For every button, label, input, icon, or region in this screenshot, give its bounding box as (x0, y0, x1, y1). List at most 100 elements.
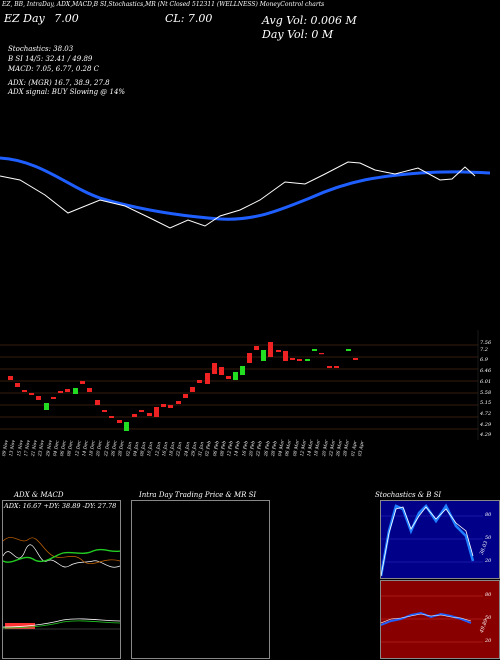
price-tick: 6.46 (480, 368, 492, 374)
moving-average-chart (0, 156, 491, 229)
candle (87, 388, 92, 392)
adx-chart (3, 537, 120, 568)
macd-chart (3, 618, 120, 630)
price-tick: 5.58 (480, 390, 492, 396)
macd-readout: MACD: 7.05, 6.77, 0.28 C (8, 65, 100, 73)
candle (8, 376, 13, 380)
price-tick: 4.29 (480, 422, 492, 428)
candle (268, 342, 273, 357)
candle (233, 372, 238, 380)
candle (161, 404, 166, 407)
candle (219, 367, 224, 375)
bsi-level: 50 (485, 615, 492, 621)
date-tick: 06 Mar (285, 439, 294, 457)
candle (312, 349, 317, 351)
chart-header: EZ, BB, IntraDay, ADX,MACD,B SI,Stochast… (2, 1, 325, 8)
candle (319, 353, 324, 355)
candle (36, 396, 41, 400)
bsi-level: 20 (485, 638, 492, 644)
candle (334, 366, 339, 368)
candle (29, 393, 34, 395)
candle (44, 403, 49, 410)
date-tick: 13 Nov (9, 439, 18, 457)
stochastics-panel: 80 50 20 38.03 (380, 500, 500, 579)
avg-volume: Avg Vol: 0.006 M (262, 14, 357, 27)
price-tick: 7.2 (480, 347, 488, 353)
ema-line (0, 156, 491, 221)
price-axis: 7.56 7.2 6.9 6.46 6.01 5.58 5.15 4.72 4.… (480, 340, 500, 440)
candle (65, 389, 70, 392)
stochastics-readout: Stochastics: 38.03 (8, 45, 74, 53)
stochastics-chart (381, 503, 483, 577)
intraday-title: Intra Day Trading Price & MR SI (139, 491, 257, 499)
candle (73, 388, 78, 394)
date-axis: 09 Nov 13 Nov 15 Nov 17 Nov 21 Nov 23 Nov 29 N… (0, 439, 480, 482)
candlestick-chart (0, 330, 479, 440)
date-tick: 22 Jan (176, 441, 184, 457)
price-tick: 4.72 (480, 411, 492, 417)
candle (139, 410, 144, 412)
candle (15, 383, 20, 387)
adx-signal-readout: ADX signal: BUY Slowing @ 14% (8, 88, 126, 96)
candle (168, 405, 173, 408)
candle (346, 349, 351, 351)
candle (176, 401, 181, 404)
candle (305, 359, 310, 361)
bsi-chart (381, 595, 483, 643)
candle (58, 391, 63, 393)
adx-readout: ADX: (MGR) 16.7, 38.9, 27.8 (8, 79, 110, 87)
ez-day-label: EZ Day (4, 12, 45, 25)
candle (102, 410, 107, 412)
date-tick: 18 Mar (314, 439, 323, 457)
date-tick: 28 Dec (118, 440, 126, 457)
price-line (0, 161, 476, 229)
price-tick: 6.01 (480, 379, 492, 385)
bsi-readout: B SI 14/5: 32.41 / 49.89 (8, 55, 93, 63)
macd-histogram (5, 623, 35, 629)
date-tick: 10 Jan (147, 441, 155, 457)
candle (109, 416, 114, 418)
date-tick: 26 Feb (263, 440, 272, 457)
candle (353, 358, 358, 360)
candle (80, 381, 85, 384)
ez-label: EZ Day 7.00 (4, 12, 79, 25)
bsi-level: 80 (485, 592, 492, 598)
ez-day-value: 7.00 (54, 12, 79, 25)
price-tick: 5.15 (480, 400, 492, 406)
date-tick: 12 Jan (154, 441, 163, 457)
candle (183, 394, 188, 398)
candle (261, 350, 266, 361)
day-volume: Day Vol: 0 M (262, 28, 334, 41)
candle (247, 353, 252, 363)
candle (290, 358, 295, 360)
candle (254, 346, 259, 350)
close-price: CL: 7.00 (165, 12, 213, 25)
adx-values: ADX: 16.67 +DY: 38.89 -DY: 27.78 (4, 502, 117, 510)
date-tick: 23 Nov (38, 439, 47, 457)
date-tick: 24 Jan (183, 441, 192, 457)
candle (22, 390, 27, 392)
stoch-level: 50 (485, 535, 492, 541)
candle (147, 413, 152, 416)
candle (276, 350, 281, 352)
candle (240, 366, 245, 375)
candle (190, 387, 195, 392)
date-tick: 02 Jan (125, 441, 133, 457)
candle (327, 366, 332, 368)
adx-macd-title: ADX & MACD (14, 491, 64, 499)
bsi-panel: 80 50 20 49.89 (380, 580, 500, 659)
candle (117, 420, 122, 423)
candle (132, 414, 137, 417)
date-tick: 20 Dec (96, 440, 105, 457)
stochastics-title: Stochastics & B SI (375, 491, 442, 499)
date-tick: 14 Feb (234, 440, 243, 457)
price-gridlines (0, 344, 478, 430)
candle (212, 363, 217, 374)
candle (283, 351, 288, 361)
candle (297, 359, 302, 361)
date-tick: 02 Feb (205, 440, 214, 457)
candle (154, 407, 159, 417)
date-tick: 03 Apr (358, 440, 366, 457)
stoch-level: 20 (485, 558, 492, 564)
candle (124, 422, 129, 431)
